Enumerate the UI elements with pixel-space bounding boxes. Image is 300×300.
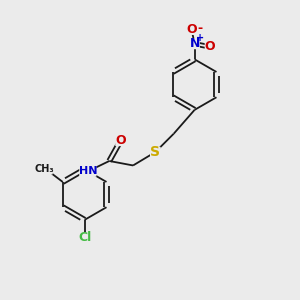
Text: N: N	[189, 38, 200, 50]
FancyBboxPatch shape	[79, 166, 97, 177]
FancyBboxPatch shape	[205, 41, 215, 52]
FancyBboxPatch shape	[115, 135, 126, 146]
FancyBboxPatch shape	[189, 38, 200, 49]
Text: -: -	[197, 22, 202, 34]
FancyBboxPatch shape	[76, 232, 93, 243]
Text: S: S	[150, 145, 160, 159]
Text: HN: HN	[79, 167, 97, 176]
Text: CH₃: CH₃	[34, 164, 54, 175]
FancyBboxPatch shape	[35, 164, 53, 175]
Text: O: O	[115, 134, 126, 147]
FancyBboxPatch shape	[150, 147, 161, 158]
Text: O: O	[186, 23, 197, 36]
Text: +: +	[196, 33, 204, 43]
Text: O: O	[205, 40, 215, 53]
Text: Cl: Cl	[78, 231, 91, 244]
FancyBboxPatch shape	[186, 24, 197, 35]
